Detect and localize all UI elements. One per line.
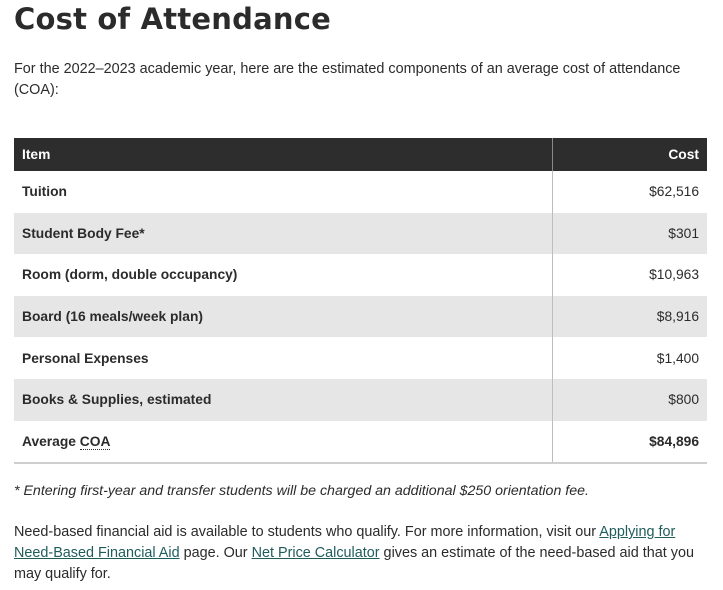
coa-abbreviation[interactable]: COA (79, 433, 111, 450)
cost-student-body-fee: $301 (552, 212, 707, 255)
item-column-header: Item (14, 138, 553, 171)
table-row: Personal Expenses $1,400 (14, 337, 707, 379)
table-header-row: Item Cost (14, 138, 707, 171)
item-books-supplies: Books & Supplies, estimated (14, 378, 553, 421)
table-row: Student Body Fee* $301 (14, 212, 707, 255)
item-board: Board (16 meals/week plan) (14, 295, 553, 338)
intro-paragraph: For the 2022–2023 academic year, here ar… (14, 61, 681, 98)
cost-average-coa: $84,896 (552, 420, 707, 465)
applying-for-aid-link[interactable]: Applying for Need-Based Financial Aid (14, 524, 676, 561)
table-row: Books & Supplies, estimated $800 (14, 378, 707, 421)
item-personal-expenses: Personal Expenses (22, 350, 149, 366)
cost-of-attendance-table: Item Cost Tuition $62,516 Student Body F… (14, 138, 707, 465)
aid-text-middle: page. Our (179, 545, 252, 561)
footnote: * Entering first-year and transfer stude… (14, 483, 589, 499)
table-row: Tuition $62,516 (14, 171, 707, 213)
aid-text-after: gives an estimate of the need-based aid … (14, 545, 694, 582)
cost-books-supplies: $800 (552, 378, 707, 421)
net-price-calculator-link[interactable]: Net Price Calculator (251, 545, 380, 561)
financial-aid-paragraph: Need-based financial aid is available to… (14, 522, 708, 585)
average-label: Average (22, 433, 80, 449)
item-average-coa: Average COA (14, 420, 553, 465)
item-tuition: Tuition (22, 184, 67, 200)
table-row: Room (dorm, double occupancy) $10,963 (14, 254, 707, 296)
cost-room: $10,963 (552, 254, 707, 296)
page-title: Cost of Attendance (14, 2, 331, 36)
total-row: Average COA $84,896 (14, 420, 707, 465)
cost-column-header: Cost (552, 138, 707, 171)
table-row: Board (16 meals/week plan) $8,916 (14, 295, 707, 338)
cost-board: $8,916 (552, 295, 707, 338)
cost-tuition: $62,516 (552, 171, 707, 213)
aid-text-before: Need-based financial aid is available to… (14, 524, 600, 540)
item-student-body-fee: Student Body Fee* (14, 212, 553, 255)
cost-personal-expenses: $1,400 (552, 337, 707, 379)
item-room: Room (dorm, double occupancy) (22, 267, 238, 283)
